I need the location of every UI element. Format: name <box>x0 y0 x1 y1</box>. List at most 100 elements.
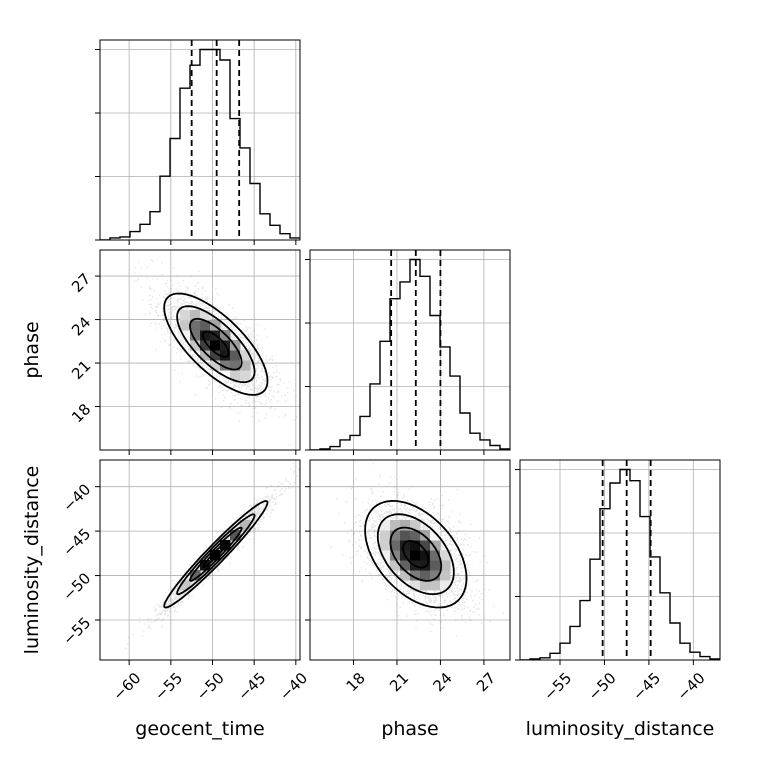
contour-line <box>364 499 468 609</box>
panel-frame <box>519 459 721 661</box>
panel-frame <box>99 249 301 451</box>
density-cell <box>440 550 451 561</box>
panel-frame <box>99 39 301 241</box>
scatter-panel-geocent_time-vs-phase <box>99 249 301 451</box>
density-cell <box>210 360 221 371</box>
density-cell <box>240 350 251 361</box>
density-cell <box>200 310 211 321</box>
density-cell <box>390 520 401 531</box>
density-cell <box>210 550 221 561</box>
contour-line <box>402 540 430 569</box>
density-cell <box>400 570 411 581</box>
panel-frame <box>99 459 301 661</box>
density-cell <box>390 560 401 571</box>
contour-line <box>176 305 256 384</box>
x-axis-label-luminosity-distance: luminosity_distance <box>526 718 715 740</box>
density-cell <box>240 520 251 531</box>
hist-panel-geocent_time <box>95 39 301 241</box>
x-axis-label-geocent-time: geocent_time <box>135 718 264 740</box>
contour-line <box>389 526 443 582</box>
hist-panel-phase <box>305 249 511 451</box>
histogram-step-geocent_time <box>100 48 300 240</box>
density-cell <box>410 570 421 581</box>
density-cell <box>430 540 441 551</box>
density-cell <box>420 540 431 551</box>
density-cell <box>400 560 411 571</box>
contour-line <box>176 513 256 596</box>
panel-frame <box>309 459 511 661</box>
density-cell <box>420 570 431 581</box>
density-cell <box>200 330 211 341</box>
density-cell <box>420 560 431 571</box>
density-cell <box>410 580 421 591</box>
histogram-step-luminosity_distance <box>520 468 720 660</box>
density-cell <box>220 370 231 381</box>
density-cell <box>240 370 251 381</box>
density-cell <box>390 540 401 551</box>
scatter-panel-geocent_time-vs-luminosity_distance <box>99 459 301 661</box>
density-cell <box>220 540 231 551</box>
density-cell <box>230 370 241 381</box>
density-cell <box>430 550 441 561</box>
panel-frame <box>309 249 511 451</box>
hist-panel-luminosity_distance <box>515 459 721 661</box>
density-cell <box>410 540 421 551</box>
density-cell <box>420 530 431 541</box>
density-cell <box>390 550 401 561</box>
contour-line <box>376 513 455 596</box>
density-cell <box>430 580 441 591</box>
y-axis-label-phase: phase <box>21 321 43 378</box>
contour-line <box>189 526 243 582</box>
density-cell <box>240 360 251 371</box>
density-cell <box>400 540 411 551</box>
contour-line <box>163 500 269 609</box>
density-cell <box>380 530 391 541</box>
density-cell <box>190 570 201 581</box>
panels: −60 −55 −50 −45 −40 18 21 24 27 −55 −50 −45 −4018212… <box>59 39 721 704</box>
density-cell <box>420 550 431 561</box>
density-cell <box>390 530 401 541</box>
density-cell <box>180 310 191 321</box>
density-cell <box>230 360 241 371</box>
density-cell <box>230 530 241 541</box>
density-cell <box>380 540 391 551</box>
contour-line <box>189 317 243 371</box>
density-cell <box>220 350 231 361</box>
density-cell <box>380 520 391 531</box>
density-cell <box>200 340 211 351</box>
density-cell <box>180 320 191 331</box>
density-cell <box>200 320 211 331</box>
density-cell <box>180 330 191 341</box>
density-cell <box>440 570 451 581</box>
panel-content <box>100 460 300 660</box>
contour-line <box>201 330 230 358</box>
density-cell <box>430 560 441 571</box>
histogram-step-phase <box>310 258 510 450</box>
density-cell <box>440 580 451 591</box>
density-cell <box>200 350 211 361</box>
density-cell <box>400 530 411 541</box>
scatter-panel-phase-vs-luminosity_distance <box>309 459 511 661</box>
density-cell <box>410 550 421 561</box>
y-axis-label-luminosity-distance: luminosity_distance <box>21 466 43 655</box>
density-cell <box>210 350 221 361</box>
density-cell <box>230 350 241 361</box>
density-cell <box>400 520 411 531</box>
density-cell <box>430 570 441 581</box>
density-cell <box>180 580 191 591</box>
density-cell <box>190 310 201 321</box>
density-cell <box>220 360 231 371</box>
density-cell <box>420 580 431 591</box>
density-cell <box>190 320 201 331</box>
contour-line <box>163 292 269 396</box>
x-axis-label-phase: phase <box>381 718 438 740</box>
density-cell <box>440 560 451 571</box>
panel-content <box>310 460 510 660</box>
density-cell <box>200 560 211 571</box>
density-cell <box>380 550 391 561</box>
contour-line <box>201 540 230 569</box>
panel-content <box>100 250 300 450</box>
density-cell <box>410 520 421 531</box>
density-cell <box>410 530 421 541</box>
